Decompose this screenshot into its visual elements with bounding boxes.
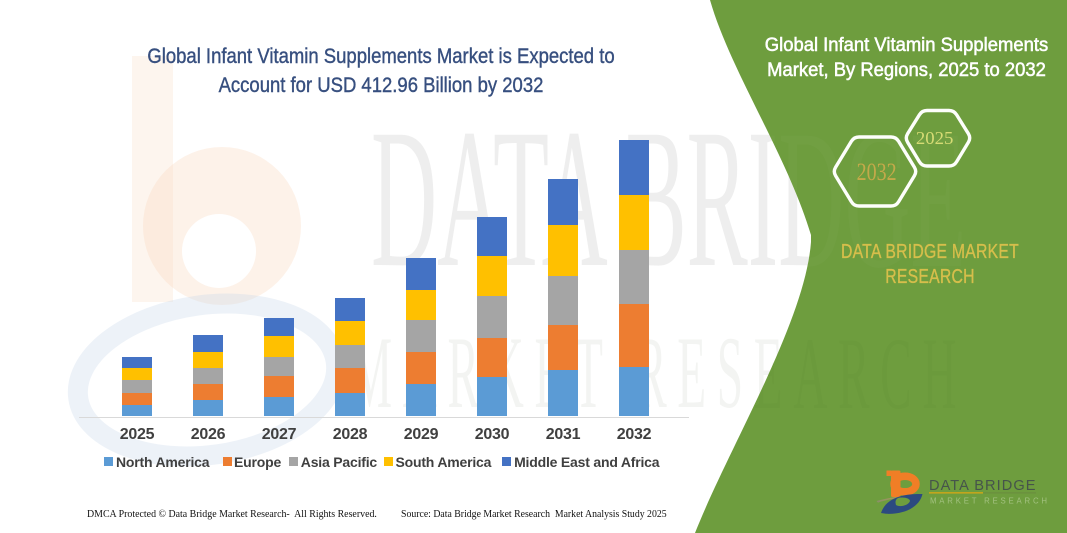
svg-text:2032: 2032 [857,159,897,186]
svg-text:MARKET RESEARCH: MARKET RESEARCH [930,497,1050,506]
svg-text:2025: 2025 [916,128,954,148]
svg-text:DATA BRIDGE: DATA BRIDGE [929,478,1037,494]
